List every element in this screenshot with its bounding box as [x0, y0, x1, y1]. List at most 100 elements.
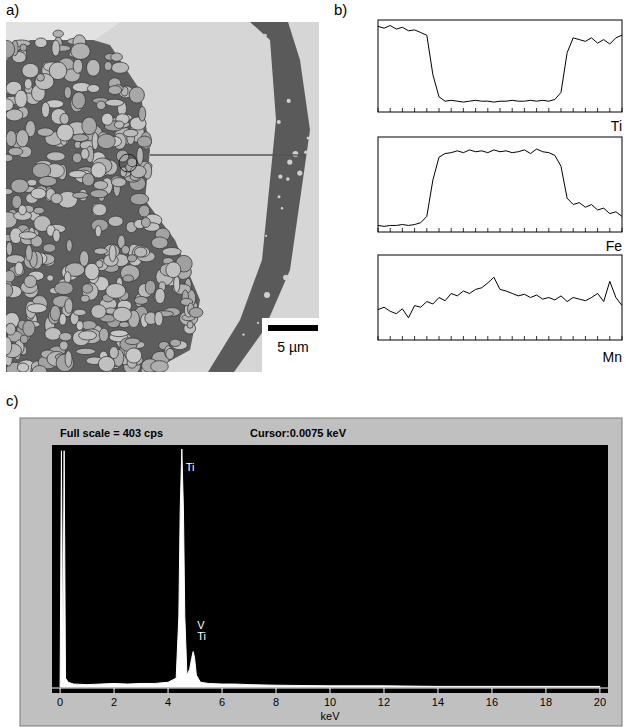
x-tick: [414, 336, 415, 340]
x-tick: [548, 108, 549, 112]
grain: [114, 121, 124, 128]
plot-background: [52, 445, 608, 693]
grain: [91, 305, 106, 319]
x-tick: [561, 108, 562, 112]
x-tick: [597, 108, 598, 112]
grain: [43, 244, 56, 253]
x-tick: [573, 108, 574, 112]
x-tick: [222, 688, 223, 693]
speck: [242, 333, 244, 335]
scan-line: [150, 154, 305, 156]
profile-line: [378, 26, 622, 103]
x-tick: [276, 688, 277, 693]
grain: [6, 284, 13, 298]
speck: [293, 151, 299, 157]
x-tick: [491, 688, 492, 693]
grain: [19, 232, 37, 239]
x-tick: [573, 228, 574, 232]
x-tick: [585, 108, 586, 112]
plot-area: [378, 26, 622, 103]
plot-frame: [378, 255, 622, 340]
grain: [123, 275, 134, 282]
grain: [64, 272, 71, 283]
sem-image: [6, 22, 319, 372]
x-tick: [402, 108, 403, 112]
grain: [24, 79, 32, 90]
grain: [81, 295, 90, 302]
x-tick: [512, 336, 513, 340]
x-tick: [524, 108, 525, 112]
x-tick: [451, 336, 452, 340]
x-tick: [500, 336, 501, 340]
panel-label: c): [6, 392, 19, 409]
grain: [64, 86, 71, 98]
grain: [126, 348, 142, 363]
x-tick: [585, 336, 586, 340]
grain: [111, 53, 123, 61]
grain: [26, 245, 33, 261]
x-tick: [426, 228, 427, 232]
grain: [27, 304, 47, 313]
grain: [82, 284, 93, 294]
x-tick-label: 8: [273, 696, 279, 708]
x-tick: [451, 108, 452, 112]
grain: [102, 113, 114, 125]
grain: [137, 136, 151, 147]
grain: [53, 30, 63, 37]
profile-title: Ti: [611, 118, 622, 134]
plot-area: [60, 449, 600, 687]
x-tick: [597, 228, 598, 232]
grain: [6, 130, 16, 146]
x-tick: [487, 228, 488, 232]
grain: [99, 328, 108, 342]
x-tick: [390, 336, 391, 340]
grain: [137, 147, 144, 164]
grain: [71, 43, 90, 59]
x-tick: [561, 228, 562, 232]
x-tick: [463, 336, 464, 340]
speck: [263, 34, 267, 38]
x-tick: [475, 228, 476, 232]
grain-region: [6, 30, 200, 372]
grain: [49, 62, 67, 80]
x-tick: [487, 336, 488, 340]
x-tick: [414, 108, 415, 112]
grain: [131, 165, 147, 177]
speck: [277, 120, 281, 124]
grain: [8, 148, 23, 156]
speck: [287, 99, 291, 103]
grain: [42, 102, 50, 117]
speck: [264, 292, 270, 298]
x-tick: [451, 228, 452, 232]
x-tick: [426, 336, 427, 340]
x-tick: [383, 688, 384, 693]
grain: [37, 128, 53, 136]
speck: [257, 322, 259, 324]
x-tick: [622, 228, 623, 232]
grain: [23, 320, 35, 336]
x-tick: [463, 228, 464, 232]
x-tick-label: 14: [432, 696, 444, 708]
grain: [87, 85, 99, 93]
peak-label: Ti: [186, 461, 195, 473]
grain: [6, 99, 14, 111]
x-tick: [573, 336, 574, 340]
speck: [278, 175, 282, 179]
scale-bar: [268, 325, 318, 331]
grain: [32, 366, 47, 373]
speck: [281, 207, 283, 209]
grain: [127, 255, 136, 262]
spectrum-title: Full scale = 403 cps: [60, 427, 163, 439]
plot-frame: [378, 137, 622, 232]
x-tick: [524, 228, 525, 232]
grain: [57, 124, 74, 141]
grain: [76, 321, 83, 331]
x-tick: [378, 228, 379, 232]
grain: [72, 92, 85, 109]
x-tick: [561, 336, 562, 340]
speck: [297, 171, 302, 176]
grain: [187, 321, 193, 328]
grain: [31, 188, 46, 199]
grain: [91, 163, 106, 179]
grain: [145, 280, 155, 294]
